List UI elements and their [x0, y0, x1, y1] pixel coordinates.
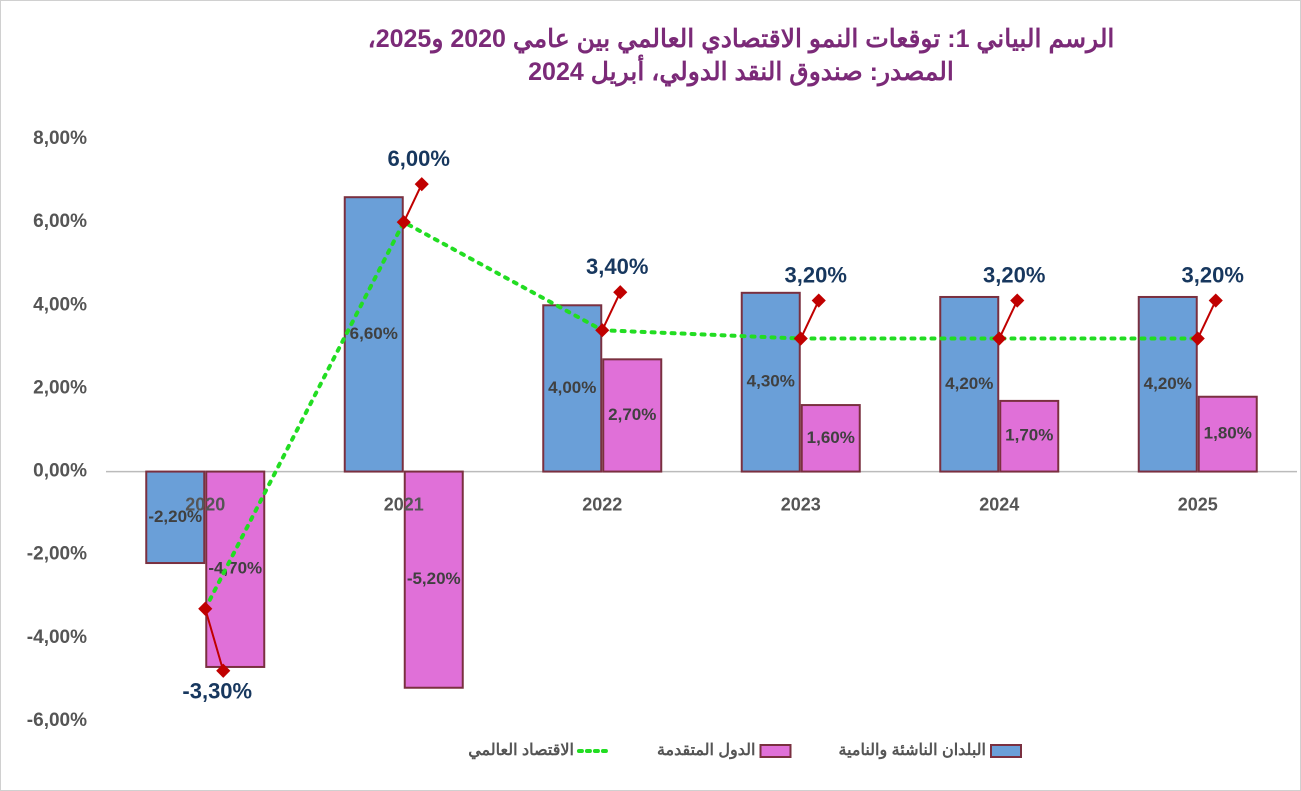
bar [1137, 295, 1198, 473]
leader-dot [396, 215, 411, 230]
leader-dot [1208, 293, 1223, 308]
leader-dot [1190, 331, 1205, 346]
x-tick-label: 2024 [979, 494, 1019, 514]
line-value-label: 3,20% [983, 262, 1045, 287]
x-tick-label: 2020 [185, 494, 225, 514]
bar [542, 304, 603, 473]
line-value-label: 3,40% [586, 254, 648, 279]
line-value-label: 3,20% [785, 262, 847, 287]
y-tick-label: 6,00% [33, 211, 87, 232]
x-tick-label: 2022 [582, 494, 622, 514]
leader-dot [992, 331, 1007, 346]
y-tick-label: -4,00% [27, 627, 87, 648]
leader-dot [198, 601, 213, 616]
leader-dot [414, 177, 429, 192]
bar-value-label: 4,30% [747, 372, 795, 391]
bar [1197, 395, 1258, 473]
label-leader [601, 291, 622, 331]
leader-dot [216, 663, 231, 678]
leader-dot [595, 323, 610, 338]
chart-title: الرسم البياني 1: توقعات النمو الاقتصادي … [367, 25, 1115, 86]
x-tick-label: 2023 [781, 494, 821, 514]
label-leader [402, 183, 423, 223]
y-tick-label: 2,00% [33, 377, 87, 398]
y-tick-label: 8,00% [33, 128, 87, 149]
bar [403, 470, 464, 689]
y-tick-label: 0,00% [33, 461, 87, 482]
legend-label: الاقتصاد العالمي [468, 742, 574, 760]
legend-swatch [990, 744, 1022, 758]
bar [740, 291, 801, 473]
y-tick-label: 4,00% [33, 294, 87, 315]
y-tick-label: -6,00% [27, 710, 87, 731]
legend-label: البلدان الناشئة والنامية [839, 742, 987, 760]
bar-value-label: 4,00% [548, 378, 596, 397]
bar-value-label: 4,20% [945, 374, 993, 393]
line-series [203, 219, 1200, 611]
label-leader [998, 300, 1019, 339]
line-value-label: 3,20% [1182, 262, 1244, 287]
bar-value-label: 2,70% [608, 405, 656, 424]
bar [205, 470, 266, 668]
bar-value-label: -4,70% [208, 559, 262, 578]
bar [939, 295, 1000, 473]
legend-swatch [759, 744, 792, 758]
leader-dot [613, 285, 628, 300]
bar-value-label: 6,60% [350, 324, 398, 343]
bar [145, 470, 206, 565]
bar [999, 399, 1060, 473]
leader-dot [811, 293, 826, 308]
line-value-label: -3,30% [182, 679, 252, 704]
legend-label: الدول المتقدمة [657, 742, 756, 760]
bar-value-label: -2,20% [148, 507, 202, 526]
bar-value-label: 4,20% [1144, 374, 1192, 393]
label-leader [204, 608, 225, 672]
bar [602, 358, 663, 473]
bar-value-label: 1,80% [1204, 424, 1252, 443]
bar-value-label: 1,60% [807, 428, 855, 447]
label-leader [1196, 300, 1217, 339]
line-value-label: 6,00% [388, 146, 450, 171]
y-tick-label: -2,00% [27, 544, 87, 565]
bar-value-label: 1,70% [1005, 426, 1053, 445]
bar [800, 404, 861, 473]
x-tick-label: 2021 [384, 494, 424, 514]
leader-dot [793, 331, 808, 346]
leader-dot [1010, 293, 1025, 308]
x-tick-label: 2025 [1178, 494, 1218, 514]
bar-value-label: -5,20% [407, 569, 461, 588]
label-leader [799, 300, 820, 339]
